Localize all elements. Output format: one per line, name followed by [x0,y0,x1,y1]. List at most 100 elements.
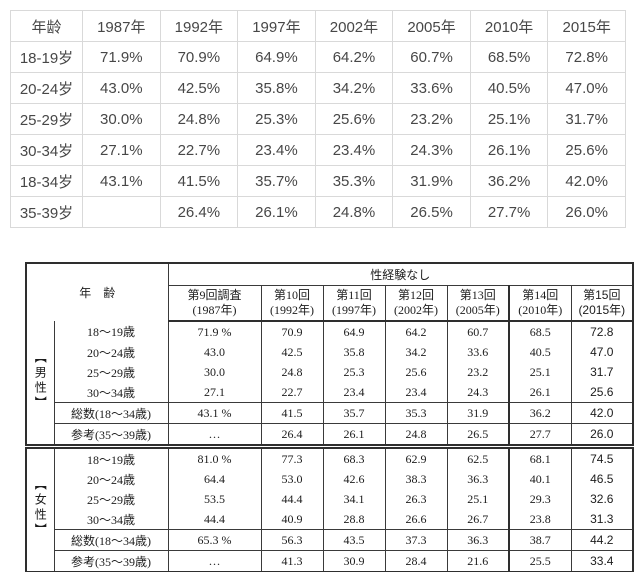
data-cell: 64.9 [322,321,386,342]
data-cell: 36.3 [446,469,510,489]
row-label: 30-34岁 [10,134,83,166]
vertical-gender-label: 【女性】 [33,478,48,538]
data-cell: 23.2 [446,362,510,382]
data-cell: 42.0% [547,165,626,197]
data-cell: 46.5 [570,469,634,489]
data-cell: 25.5 [508,550,572,572]
female-reference-row: 参考(35〜39歳) … 41.3 30.9 28.4 21.6 25.5 33… [26,550,634,572]
data-cell: 25.6% [547,134,626,166]
data-cell: 72.8 [570,321,634,342]
row-label: 20〜24歳 [53,469,169,489]
survey-year: (2015年) [578,303,626,317]
column-header-year: 2005年 [392,10,471,42]
data-cell: 25.1 [446,489,510,509]
data-cell: 65.3 % [167,529,262,551]
data-cell: 26.0% [547,196,626,228]
data-cell: 38.7 [508,529,572,551]
female-row: 30〜34歳 44.4 40.9 28.8 26.6 26.7 23.8 31.… [26,509,634,530]
survey-name: 第9回調査 [187,288,242,302]
survey-name: 第13回 [459,288,496,302]
column-header-year: 1992年 [159,10,239,42]
data-cell: 70.9 [260,321,324,342]
female-total-row: 総数(18〜34歳) 65.3 % 56.3 43.5 37.3 36.3 38… [26,529,634,551]
row-label: 25〜29歳 [53,489,169,509]
data-cell: 41.3 [260,550,324,572]
data-cell: 21.6 [446,550,510,572]
data-cell: 60.7 [446,321,510,342]
row-label: 参考(35〜39歳) [53,423,169,447]
data-cell: 68.5 [508,321,572,342]
data-cell: 68.1 [508,444,572,469]
row-label: 総数(18〜34歳) [53,529,169,551]
data-cell: 72.8% [547,41,626,73]
data-cell: 29.3 [508,489,572,509]
data-cell: 41.5 [260,402,324,424]
male-reference-row: 参考(35〜39歳) … 26.4 26.1 24.8 26.5 27.7 26… [26,423,634,447]
survey-header: 第9回調査 (1987年) [167,285,262,322]
data-cell: 44.4 [260,489,324,509]
data-cell: 44.4 [167,509,262,530]
female-row: 【女性】 18〜19歳 81.0 % 77.3 68.3 62.9 62.5 6… [25,444,634,572]
survey-name: 第14回 [522,288,559,302]
data-cell: 26.3 [384,489,448,509]
data-cell: 31.7 [570,362,634,382]
table-row: 35-39岁 26.4% 26.1% 24.8% 26.5% 27.7% 26.… [10,196,626,228]
data-cell: 35.8 [322,342,386,362]
row-label: 25-29岁 [10,103,83,135]
data-cell: 31.9% [392,165,471,197]
data-cell: 32.6 [570,489,634,509]
header-row: 年 齢 性経験なし [25,263,634,321]
data-cell: 60.7% [392,41,471,73]
data-cell: 31.9 [446,402,510,424]
data-cell: 26.6 [384,509,448,530]
data-cell: 64.2% [314,41,394,73]
data-cell: 43.1 % [167,402,262,424]
column-header-year: 2010年 [469,10,549,42]
data-cell: 30.9 [322,550,386,572]
data-cell: 64.4 [167,469,262,489]
survey-year: (1997年) [332,303,377,317]
column-header-year: 1997年 [237,10,316,42]
survey-header: 第13回 (2005年) [446,285,510,322]
column-header-age: 年龄 [10,10,83,42]
data-cell: 68.3 [322,444,386,469]
data-cell: 71.9% [82,41,161,73]
data-cell: 23.8 [508,509,572,530]
column-header-year: 1987年 [82,10,161,42]
data-cell: 53.5 [167,489,262,509]
data-cell: 74.5 [570,444,634,469]
data-cell: 26.1 [322,423,386,447]
data-cell: 35.3 [384,402,448,424]
age-header: 年 齢 [25,263,169,321]
data-cell: 24.8% [314,196,394,228]
data-cell: 40.5 [508,342,572,362]
data-cell: 36.3 [446,529,510,551]
data-cell: 53.0 [260,469,324,489]
data-cell: 40.5% [469,72,549,104]
data-cell: 56.3 [260,529,324,551]
data-cell: 26.5 [446,423,510,447]
survey-year: (2002年) [394,303,439,317]
data-cell: 42.5% [159,72,239,104]
data-cell: 25.1 [508,362,572,382]
survey-name: 第10回 [274,288,311,302]
data-cell: 42.6 [322,469,386,489]
survey-year: (1992年) [270,303,315,317]
data-cell: 24.3% [392,134,471,166]
row-label: 18〜19歳 [53,444,169,469]
row-label: 18-19岁 [10,41,83,73]
data-cell: 47.0% [547,72,626,104]
data-cell: 35.8% [237,72,316,104]
data-cell: 33.4 [570,550,634,572]
male-section-label: 【男性】 [25,321,54,447]
data-cell: 34.1 [322,489,386,509]
data-cell: 36.2% [469,165,549,197]
data-cell: 77.3 [260,444,324,469]
data-cell: 81.0 % [167,444,262,469]
data-cell: 40.9 [260,509,324,530]
data-cell: 70.9% [159,41,239,73]
data-cell: 22.7% [159,134,239,166]
data-cell: … [167,423,262,447]
data-cell: 31.7% [547,103,626,135]
data-cell: 24.3 [446,382,510,403]
